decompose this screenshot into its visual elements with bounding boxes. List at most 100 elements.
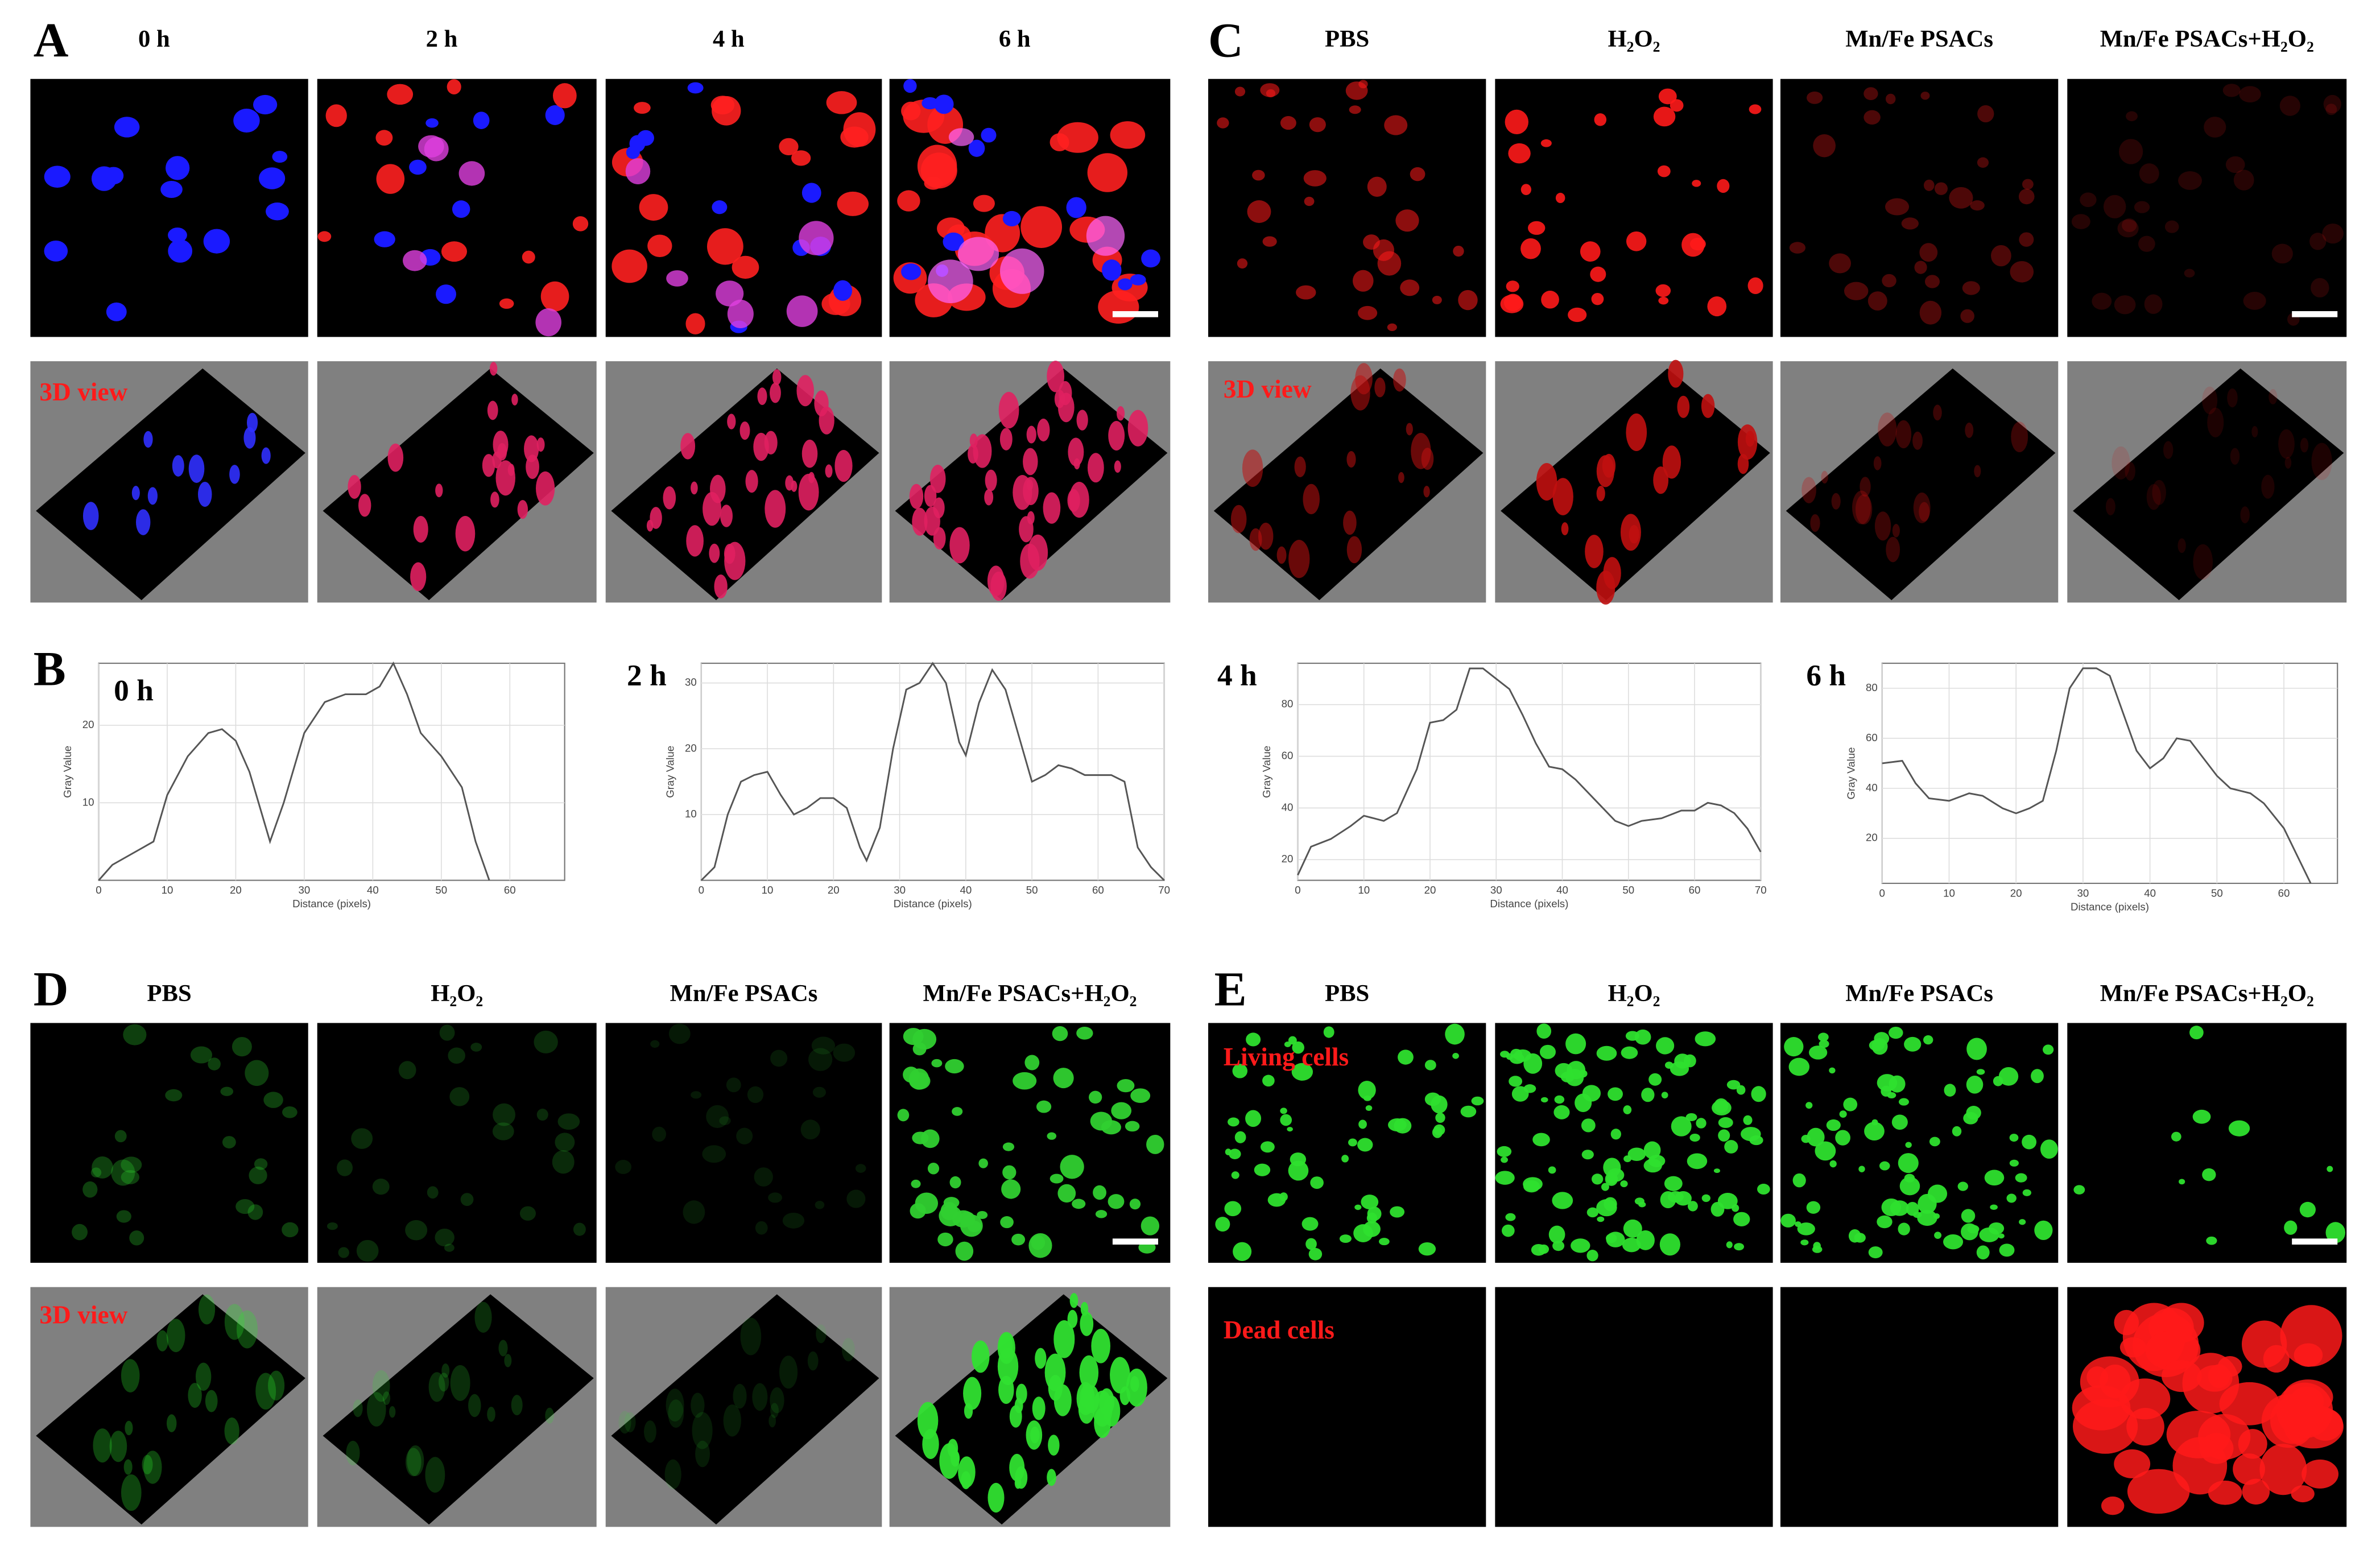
- peak: [1084, 1385, 1100, 1414]
- cell: [1898, 1222, 1910, 1235]
- cell: [1146, 1134, 1164, 1154]
- cell: [557, 1113, 580, 1130]
- peak: [990, 571, 1007, 601]
- cell: [1508, 143, 1531, 164]
- view-3d-surface: [611, 368, 879, 601]
- cell: [1361, 1195, 1379, 1210]
- cell: [1089, 1090, 1102, 1104]
- cell: [1247, 200, 1271, 223]
- cell: [2171, 1131, 2181, 1142]
- peak: [413, 515, 428, 543]
- peak: [1596, 571, 1615, 605]
- peak: [770, 1403, 779, 1418]
- cell: [2145, 1330, 2201, 1370]
- column-header: Mn/Fe PSACs: [670, 980, 818, 1007]
- cell: [833, 280, 853, 301]
- cell: [2134, 201, 2150, 213]
- peak: [147, 487, 158, 505]
- cell: [2022, 1134, 2037, 1150]
- cell: [254, 1158, 268, 1170]
- peak: [2207, 407, 2224, 437]
- cell: [1648, 1073, 1662, 1086]
- cell: [1664, 1176, 1683, 1191]
- peak: [358, 494, 371, 517]
- cell: [1784, 1037, 1804, 1057]
- peak: [1585, 535, 1604, 568]
- cell: [448, 1047, 465, 1064]
- peak: [686, 525, 704, 557]
- cell: [317, 231, 332, 242]
- cell: [1889, 1026, 1903, 1039]
- cell: [770, 1049, 788, 1067]
- cell: [685, 313, 705, 334]
- x-tick-label: 30: [2077, 887, 2089, 899]
- cell: [1036, 1100, 1052, 1113]
- cell: [1734, 1243, 1745, 1251]
- view-3d-surface: [36, 1294, 305, 1525]
- peak: [156, 1330, 168, 1352]
- peak: [346, 1440, 360, 1466]
- cell: [1610, 1129, 1621, 1140]
- cell: [552, 1150, 575, 1174]
- cell: [826, 91, 857, 114]
- cell: [337, 1159, 353, 1176]
- cell: [1388, 1118, 1407, 1132]
- cell: [1934, 182, 1948, 195]
- cell: [727, 299, 754, 328]
- peak: [455, 515, 476, 552]
- cell: [282, 1222, 299, 1238]
- cell: [1605, 1172, 1618, 1186]
- x-tick-label: 20: [1424, 884, 1436, 896]
- cell: [782, 1212, 805, 1229]
- cell: [2101, 1496, 2125, 1515]
- peak: [949, 527, 970, 564]
- cell: [403, 250, 427, 271]
- peak: [1076, 410, 1088, 431]
- cell: [1952, 1126, 1962, 1137]
- cell: [1586, 1207, 1599, 1218]
- view-3d-surface: [323, 368, 594, 601]
- cell: [2040, 1139, 2058, 1159]
- column-header: 6 h: [999, 26, 1031, 52]
- cell: [1002, 1142, 1015, 1151]
- cell: [2015, 1173, 2027, 1183]
- cell: [1304, 196, 1315, 206]
- cell: [2243, 292, 2266, 310]
- peak: [2152, 480, 2166, 505]
- column-header: 2 h: [426, 26, 458, 52]
- peak: [1035, 1348, 1047, 1369]
- cell: [2172, 1437, 2228, 1495]
- view-3d-surface: [323, 1294, 594, 1525]
- chart-title: 2 h: [627, 658, 667, 692]
- cell: [706, 1105, 729, 1129]
- peak: [474, 1301, 492, 1333]
- peak: [798, 473, 819, 511]
- cell: [2322, 223, 2344, 244]
- peak: [1023, 477, 1039, 506]
- peak: [1821, 470, 1828, 484]
- cell: [1658, 296, 1669, 305]
- micrograph: [30, 78, 308, 337]
- peak: [727, 414, 736, 429]
- cell: [2202, 1168, 2216, 1181]
- cell: [1358, 305, 1378, 320]
- cell: [1829, 1160, 1837, 1168]
- cell: [1229, 1148, 1241, 1160]
- cell: [1308, 1247, 1323, 1261]
- cell: [1626, 231, 1647, 251]
- cell: [1656, 1037, 1675, 1055]
- view-3d-surface: [1213, 368, 1484, 601]
- x-tick-label: 0: [1879, 887, 1885, 899]
- cell: [1541, 291, 1559, 309]
- peak: [407, 1445, 424, 1477]
- cell: [1108, 1194, 1125, 1209]
- peak: [1398, 472, 1404, 483]
- peak: [1294, 456, 1306, 477]
- peak: [1653, 466, 1669, 494]
- cell: [1839, 1110, 1847, 1118]
- cell: [2018, 188, 2035, 205]
- cell: [1341, 1155, 1349, 1163]
- cell: [1751, 1086, 1766, 1102]
- peak: [229, 465, 240, 484]
- cell: [1714, 1098, 1729, 1113]
